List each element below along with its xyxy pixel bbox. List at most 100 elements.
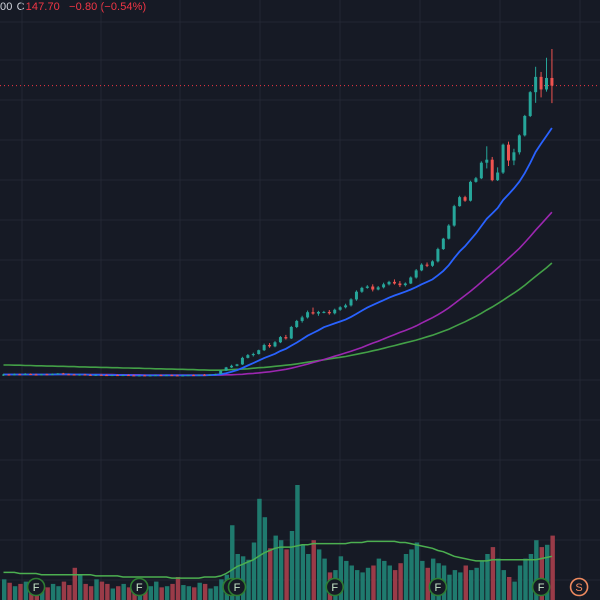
candle-body <box>34 374 38 376</box>
candle <box>474 176 478 183</box>
volume-bar <box>338 556 344 600</box>
candle <box>517 134 521 155</box>
volume-bar <box>289 531 295 600</box>
candle <box>278 335 282 344</box>
candle <box>186 374 190 377</box>
candle-body <box>273 342 277 347</box>
candle-body <box>219 370 223 374</box>
candle <box>18 373 22 376</box>
candle-body <box>441 238 445 250</box>
volume-bar <box>2 579 7 600</box>
split-marker[interactable]: S <box>569 577 589 597</box>
earnings-marker[interactable]: F <box>325 577 345 597</box>
volume-bar <box>545 544 550 600</box>
candle-body <box>7 374 11 376</box>
earnings-marker[interactable]: F <box>531 577 551 597</box>
candle-body <box>164 375 168 377</box>
earnings-marker[interactable]: F <box>129 577 149 597</box>
earnings-marker[interactable]: F <box>428 577 448 597</box>
volume-bar <box>284 549 289 600</box>
candle-body <box>300 317 304 321</box>
marker-label: F <box>33 582 40 594</box>
candle-body <box>40 374 44 376</box>
candle-body <box>78 374 82 376</box>
volume-bar <box>175 577 181 600</box>
candle <box>29 373 33 375</box>
candle-body <box>50 373 54 375</box>
candle <box>257 349 261 355</box>
marker-label: F <box>136 582 143 594</box>
volume-bar <box>425 567 430 600</box>
candle <box>202 373 206 376</box>
candle-body <box>545 77 548 90</box>
volume-bar <box>72 567 78 600</box>
ohlc-legend: 00 C147.70 −0.80 (−0.54%) <box>0 0 146 14</box>
candle <box>479 161 483 180</box>
candle <box>268 343 272 348</box>
volume-bar <box>306 554 311 600</box>
earnings-marker[interactable]: F <box>26 577 46 597</box>
candle-body <box>496 172 500 181</box>
marker-circle <box>569 577 589 597</box>
volume-bar <box>403 554 409 600</box>
volume-bar <box>550 535 555 600</box>
candle <box>262 343 266 352</box>
candle-body <box>61 373 65 375</box>
candle-body <box>257 350 261 355</box>
volume-bar <box>148 586 154 600</box>
candle <box>550 48 554 104</box>
candle <box>197 374 201 376</box>
candle-body <box>447 225 451 239</box>
candle-body <box>382 284 386 288</box>
volume-bar <box>257 498 262 600</box>
candle <box>490 156 494 182</box>
candle <box>170 374 174 377</box>
candle-body <box>170 375 174 377</box>
candle-body <box>550 77 554 86</box>
candle-body <box>349 299 353 306</box>
volume-bar <box>506 577 512 600</box>
candle-body <box>338 307 342 310</box>
candle-body <box>506 144 510 161</box>
volume-bar <box>268 548 273 600</box>
candle <box>403 282 407 287</box>
candle <box>116 374 120 377</box>
candle <box>175 374 179 377</box>
candle <box>392 279 396 285</box>
volume-bar <box>458 572 463 600</box>
volume-bar <box>344 560 349 600</box>
candle-body <box>154 375 158 377</box>
candle <box>246 354 250 359</box>
candle <box>414 269 418 279</box>
volume-bar <box>420 560 425 600</box>
earnings-marker[interactable]: F <box>227 577 247 597</box>
candle-body <box>398 283 402 286</box>
candle <box>311 307 315 315</box>
volume-bar <box>316 549 322 600</box>
candle <box>365 285 369 289</box>
candle <box>40 373 44 376</box>
volume-bar <box>88 586 94 600</box>
volume-bar <box>94 579 99 600</box>
candle-body <box>528 92 532 116</box>
candle <box>333 308 337 315</box>
volume-bar <box>262 517 268 600</box>
marker-label: S <box>575 582 582 594</box>
candle <box>159 374 163 377</box>
event-markers[interactable]: FFFFFFFS <box>26 577 589 597</box>
candle-body <box>479 162 483 179</box>
candle <box>360 286 364 293</box>
candle <box>105 374 109 377</box>
candle <box>545 57 548 92</box>
volume-bar <box>376 558 382 600</box>
candle-body <box>12 374 16 376</box>
candle-body <box>458 197 462 207</box>
candle-body <box>387 281 391 285</box>
volume-bar <box>56 586 61 600</box>
candle-body <box>83 374 87 376</box>
candle <box>344 303 348 309</box>
candle <box>398 281 402 288</box>
candle <box>463 195 467 202</box>
